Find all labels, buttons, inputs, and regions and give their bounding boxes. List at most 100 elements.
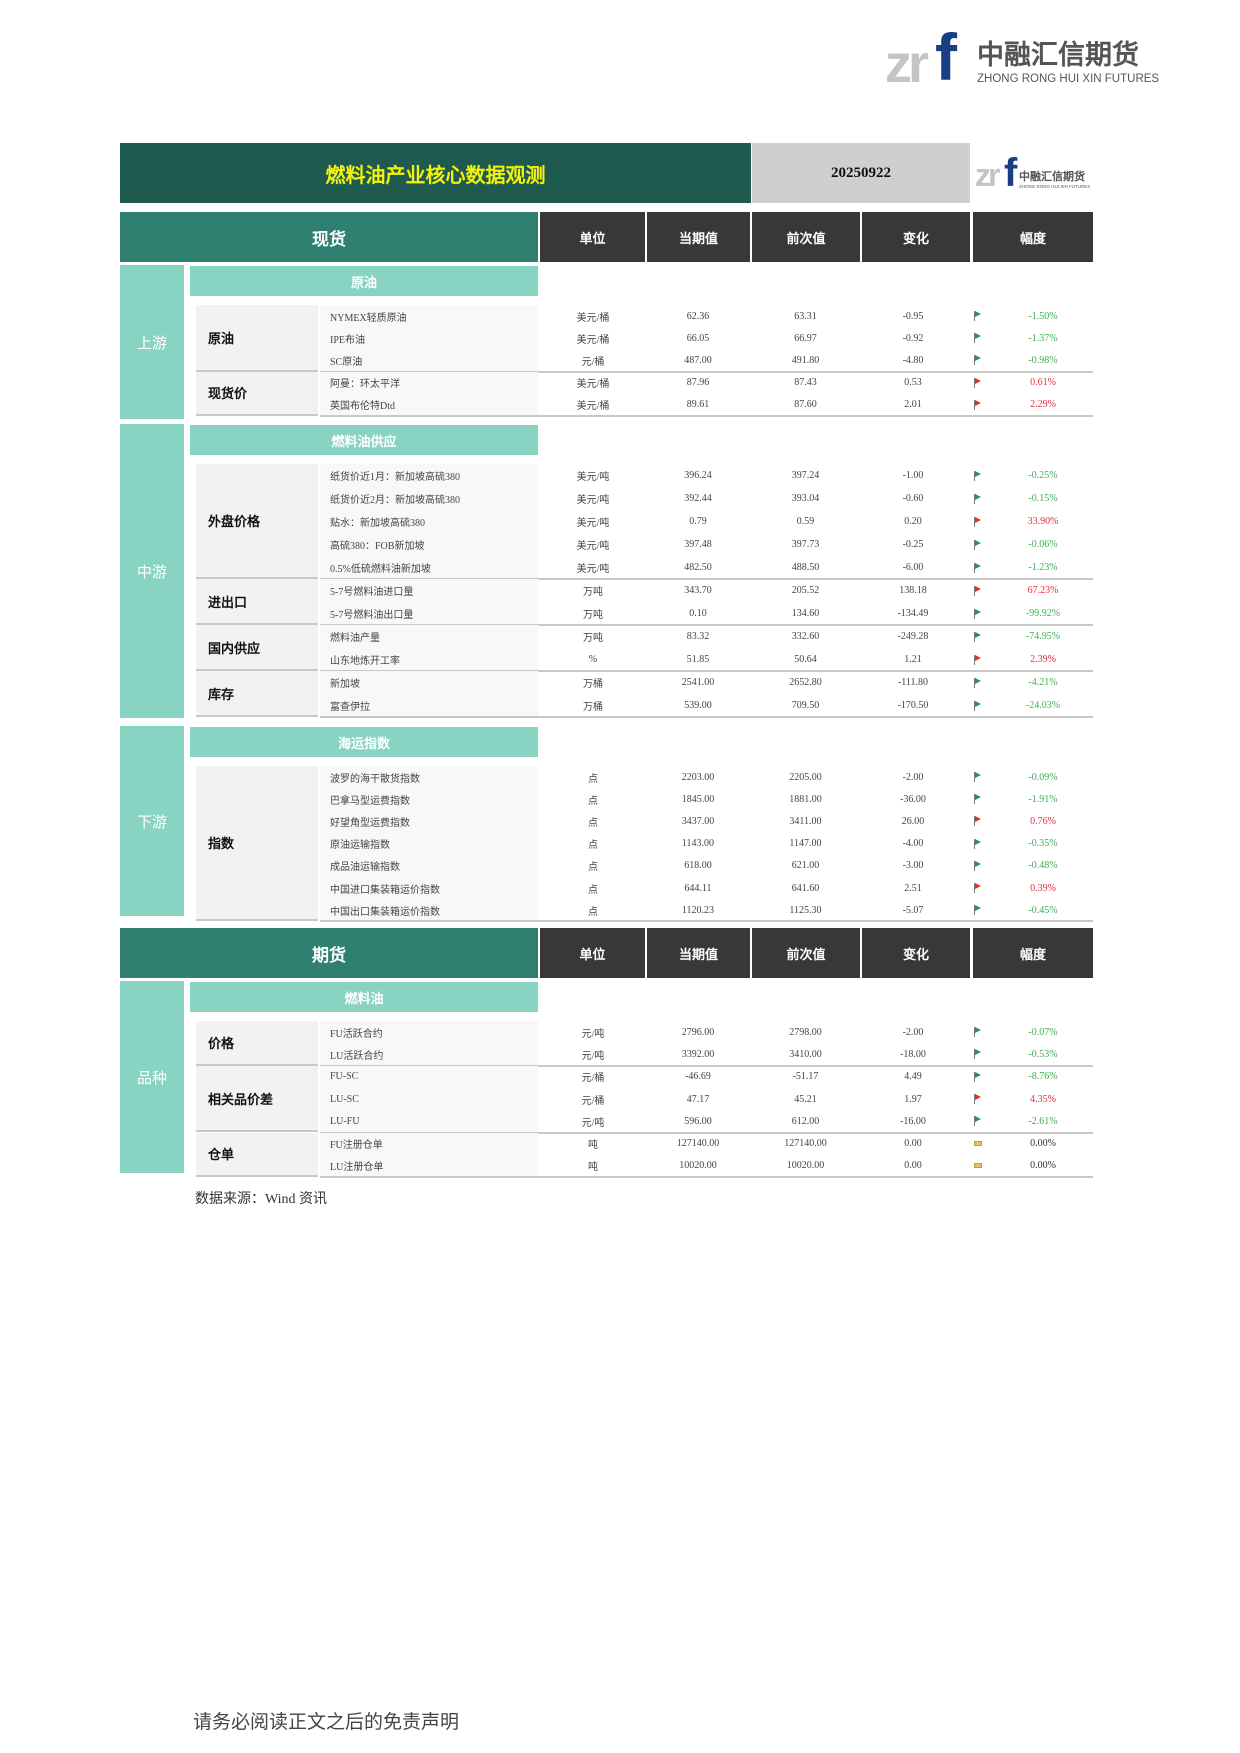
- unit: 万吨: [583, 587, 603, 598]
- svg-text:中融汇信期货: 中融汇信期货: [1019, 169, 1085, 183]
- row-divider: [320, 1064, 1093, 1067]
- previous-value: 2205.00: [789, 771, 822, 783]
- unit: 吨: [588, 1162, 598, 1174]
- previous-value: 87.60: [794, 399, 817, 411]
- current-value: 47.17: [686, 1093, 710, 1105]
- change-value: -111.80: [897, 677, 929, 688]
- table-row: SC原油 元/桶 487.00 491.80 -4.80 -0.98%: [320, 349, 1093, 372]
- current-value: 596.00: [684, 1115, 712, 1127]
- group-label: 库存: [196, 671, 318, 717]
- change-value: -0.60: [902, 493, 924, 504]
- change-value: 0.00: [904, 1138, 922, 1150]
- column-header: 变化: [862, 212, 970, 262]
- indicator-name: NYMEX轻质原油: [320, 305, 538, 328]
- section-label: 中游: [120, 424, 184, 718]
- group-label: 现货价: [196, 371, 318, 416]
- change-value: -4.00: [902, 838, 924, 850]
- indicator-name: 山东地炼开工率: [320, 648, 538, 671]
- previous-value: 3411.00: [789, 815, 822, 827]
- unit: 美元/桶: [576, 379, 610, 391]
- current-value: 0.10: [689, 608, 707, 619]
- change-percent: -24.03%: [1025, 700, 1061, 711]
- current-value: 539.00: [684, 700, 712, 711]
- unit: 元/吨: [581, 1028, 605, 1040]
- change-percent: -74.95%: [1025, 631, 1061, 642]
- change-percent: -0.15%: [1028, 493, 1058, 504]
- report-date: 20250922: [752, 143, 970, 203]
- unit: 美元/吨: [576, 541, 610, 552]
- indicator-name: SC原油: [320, 349, 538, 372]
- previous-value: 134.60: [791, 608, 820, 619]
- table-row: FU-SC 元/桶 -46.69 -51.17 4.49 -8.76%: [320, 1065, 1093, 1088]
- change-percent: -0.48%: [1028, 860, 1058, 872]
- svg-text:ZHONG RONG HUI XIN FUTURES: ZHONG RONG HUI XIN FUTURES: [1019, 184, 1090, 189]
- indicator-name: IPE布油: [320, 327, 538, 350]
- up-flag-icon: [974, 377, 982, 388]
- previous-value: 2652.80: [789, 677, 822, 688]
- indicator-name: 阿曼：环太平洋: [320, 371, 538, 394]
- section-label: 品种: [120, 981, 184, 1173]
- indicator-name: FU活跃合约: [320, 1021, 538, 1044]
- indicator-name: 原油运输指数: [320, 832, 538, 855]
- unit: 点: [588, 862, 598, 874]
- futures-header: 期货: [120, 928, 538, 978]
- down-flag-icon: [974, 838, 982, 849]
- indicator-name: 富查伊拉: [320, 694, 538, 717]
- current-value: 618.00: [684, 860, 712, 872]
- indicator-name: 0.5%低硫燃料油新加坡: [320, 556, 538, 579]
- indicator-name: 高硫380：FOB新加坡: [320, 533, 538, 556]
- indicator-name: FU-SC: [320, 1065, 538, 1088]
- group-label: 相关品价差: [196, 1065, 318, 1133]
- table-row: 燃料油产量 万吨 83.32 332.60 -249.28 -74.95%: [320, 625, 1093, 648]
- group-label: 进出口: [196, 579, 318, 625]
- unit: 美元/吨: [576, 518, 610, 529]
- spot-header: 现货: [120, 212, 538, 262]
- down-flag-icon: [974, 677, 982, 688]
- current-value: 2796.00: [681, 1026, 715, 1038]
- change-value: -249.28: [897, 631, 929, 642]
- down-flag-icon: [974, 772, 982, 783]
- table-row: 纸货价近1月：新加坡高硫380 美元/吨 396.24 397.24 -1.00…: [320, 464, 1093, 487]
- change-value: -0.95: [902, 310, 924, 322]
- column-header: 幅度: [973, 212, 1093, 262]
- table-row: NYMEX轻质原油 美元/桶 62.36 63.31 -0.95 -1.50%: [320, 305, 1093, 328]
- unit: 点: [588, 840, 598, 852]
- change-value: -18.00: [900, 1048, 926, 1060]
- svg-text:ZHONG RONG HUI XIN FUTURES: ZHONG RONG HUI XIN FUTURES: [977, 73, 1159, 85]
- group-label: 价格: [196, 1021, 318, 1066]
- company-logo: zr f 中融汇信期货 ZHONG RONG HUI XIN FUTURES: [885, 30, 1159, 92]
- table-row: LU活跃合约 元/吨 3392.00 3410.00 -18.00 -0.53%: [320, 1043, 1093, 1066]
- change-value: -170.50: [897, 700, 929, 711]
- change-value: -1.00: [902, 470, 924, 481]
- table-row: 贴水：新加坡高硫380 美元/吨 0.79 0.59 0.20 33.90%: [320, 510, 1093, 533]
- indicator-name: FU注册仓单: [320, 1132, 538, 1155]
- change-percent: -1.50%: [1028, 310, 1058, 322]
- previous-value: 397.73: [791, 539, 820, 550]
- down-flag-icon: [974, 700, 982, 711]
- disclaimer-note: 请务必阅读正文之后的免责声明: [193, 1712, 460, 1733]
- change-percent: -8.76%: [1028, 1071, 1058, 1083]
- change-percent: 0.76%: [1030, 815, 1056, 827]
- table-row: FU活跃合约 元/吨 2796.00 2798.00 -2.00 -0.07%: [320, 1021, 1093, 1044]
- table-row: 富查伊拉 万桶 539.00 709.50 -170.50 -24.03%: [320, 694, 1093, 717]
- group-label: 指数: [196, 766, 318, 922]
- row-divider: [320, 670, 1093, 672]
- previous-value: -51.17: [792, 1071, 819, 1083]
- unit: 点: [588, 795, 598, 807]
- change-value: 2.51: [904, 882, 922, 894]
- indicator-name: 中国进口集装箱运价指数: [320, 877, 538, 900]
- down-flag-icon: [974, 539, 982, 550]
- unit: 万吨: [583, 610, 603, 621]
- indicator-name: 英国布伦特Dtd: [320, 393, 538, 416]
- unit: 元/桶: [581, 1095, 605, 1107]
- group-label: 国内供应: [196, 625, 318, 671]
- group-label: 仓单: [196, 1132, 318, 1178]
- table-row: LU-FU 元/吨 596.00 612.00 -16.00 -2.61%: [320, 1110, 1093, 1133]
- row-divider: [320, 624, 1093, 626]
- indicator-name: 巴拿马型运费指数: [320, 788, 538, 811]
- current-value: 482.50: [684, 562, 712, 573]
- subsection-header: 原油: [190, 266, 538, 296]
- change-value: -16.00: [900, 1115, 926, 1127]
- table-row: 好望角型运费指数 点 3437.00 3411.00 26.00 0.76%: [320, 810, 1093, 833]
- unit: 点: [588, 773, 598, 785]
